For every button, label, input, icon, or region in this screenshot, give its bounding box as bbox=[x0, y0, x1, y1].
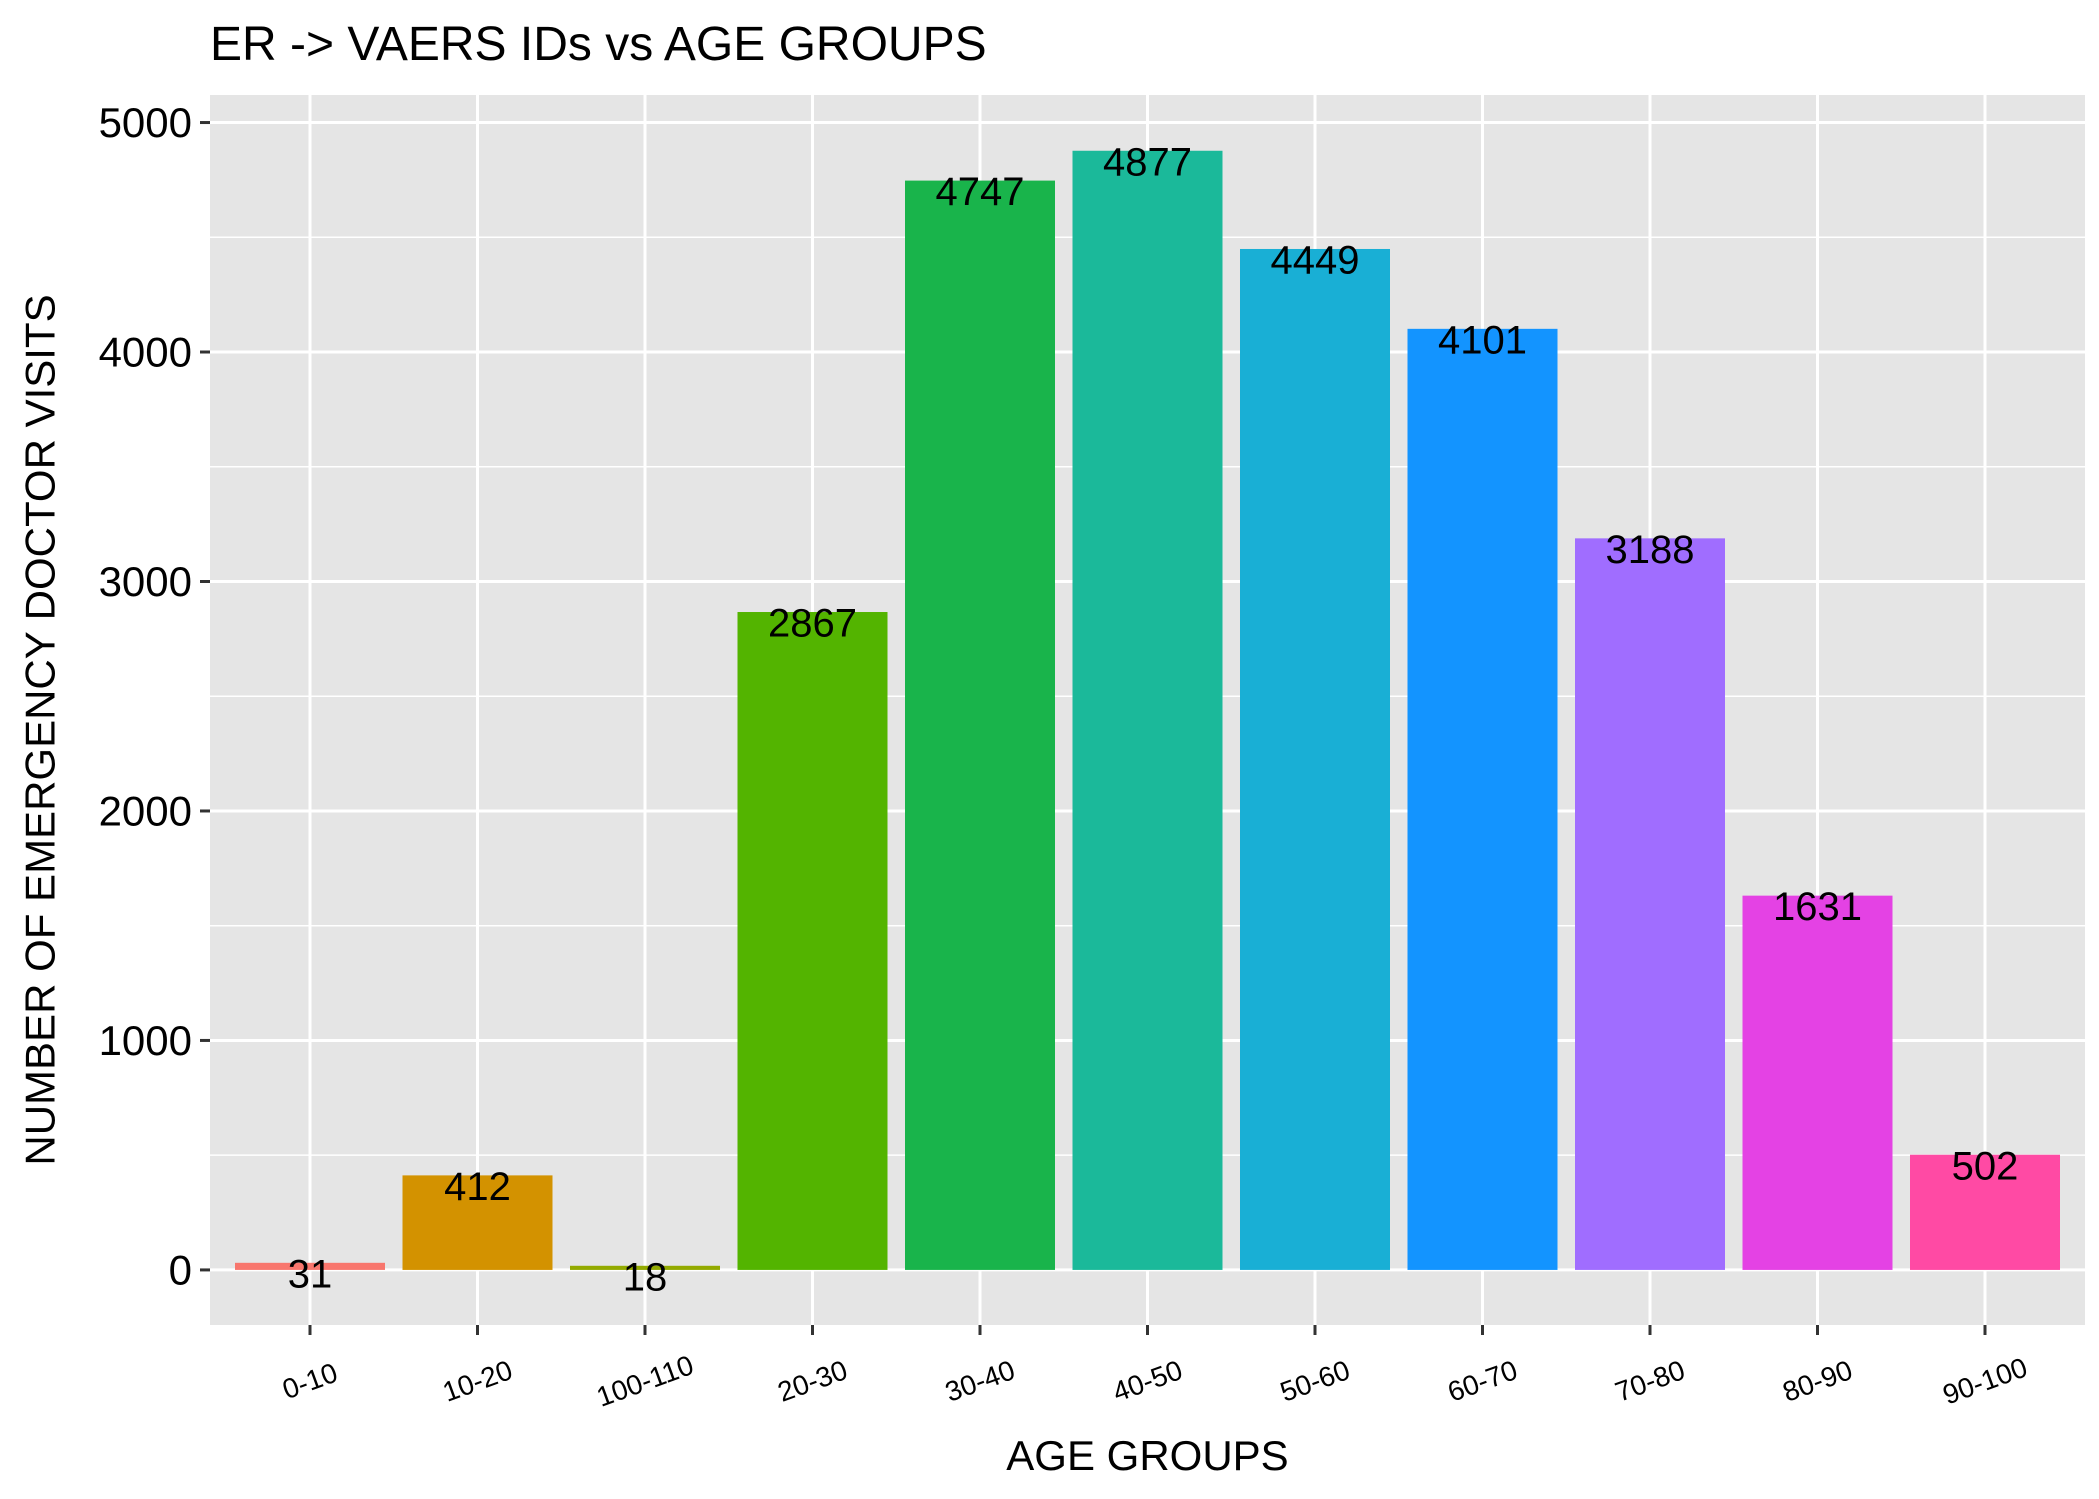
bars bbox=[235, 150, 2060, 1270]
data-label-70-80: 3188 bbox=[1606, 528, 1695, 572]
bar-40-50 bbox=[1072, 150, 1223, 1270]
x-tick-label: 80-90 bbox=[1779, 1354, 1857, 1408]
x-tick-label: 0-10 bbox=[278, 1357, 341, 1405]
y-tick-label: 4000 bbox=[99, 329, 192, 376]
data-label-90-100: 502 bbox=[1952, 1144, 2019, 1188]
data-label-30-40: 4747 bbox=[936, 170, 1025, 214]
bar-70-80 bbox=[1575, 538, 1725, 1270]
y-tick-label: 1000 bbox=[99, 1017, 192, 1064]
y-tick-label: 3000 bbox=[99, 558, 192, 605]
bar-60-70 bbox=[1407, 328, 1558, 1270]
bar-20-30 bbox=[737, 612, 888, 1270]
y-tick-label: 5000 bbox=[99, 99, 192, 146]
bar-0-10 bbox=[235, 1262, 385, 1270]
data-label-0-10: 31 bbox=[288, 1252, 333, 1296]
x-tick-label: 30-40 bbox=[941, 1354, 1019, 1408]
y-tick-label: 0 bbox=[169, 1246, 192, 1293]
x-tick-label: 20-30 bbox=[774, 1354, 852, 1408]
data-label-60-70: 4101 bbox=[1438, 318, 1527, 362]
x-tick-label: 90-100 bbox=[1939, 1352, 2032, 1411]
y-tick-label: 2000 bbox=[99, 787, 192, 834]
bar-50-60 bbox=[1240, 248, 1390, 1270]
data-label-50-60: 4449 bbox=[1271, 239, 1360, 283]
x-tick-label: 70-80 bbox=[1611, 1354, 1689, 1408]
data-label-100-110: 18 bbox=[623, 1255, 668, 1299]
bar-100-110 bbox=[570, 1265, 720, 1270]
bar-10-20 bbox=[402, 1175, 553, 1270]
x-tick-label: 10-20 bbox=[439, 1354, 517, 1408]
data-labels: 31 412 18 2867 4747 4877 4449 4101 3188 1631 502 bbox=[288, 140, 2019, 1299]
x-tick-label: 40-50 bbox=[1109, 1354, 1187, 1408]
y-axis-title: NUMBER OF EMERGENCY DOCTOR VISITS bbox=[17, 294, 64, 1165]
bar-30-40 bbox=[905, 180, 1055, 1270]
bar-80-90 bbox=[1742, 895, 1893, 1270]
chart-title: ER -> VAERS IDs vs AGE GROUPS bbox=[210, 18, 987, 71]
x-tick-label: 50-60 bbox=[1276, 1354, 1354, 1408]
x-axis-title: AGE GROUPS bbox=[1006, 1432, 1288, 1479]
x-tick-label: 60-70 bbox=[1444, 1354, 1522, 1408]
x-tick-label: 100-110 bbox=[592, 1349, 697, 1413]
data-label-40-50: 4877 bbox=[1103, 140, 1192, 184]
bar-90-100 bbox=[1910, 1154, 2060, 1270]
data-label-20-30: 2867 bbox=[768, 602, 857, 646]
data-label-10-20: 412 bbox=[444, 1165, 511, 1209]
data-label-80-90: 1631 bbox=[1773, 885, 1862, 929]
